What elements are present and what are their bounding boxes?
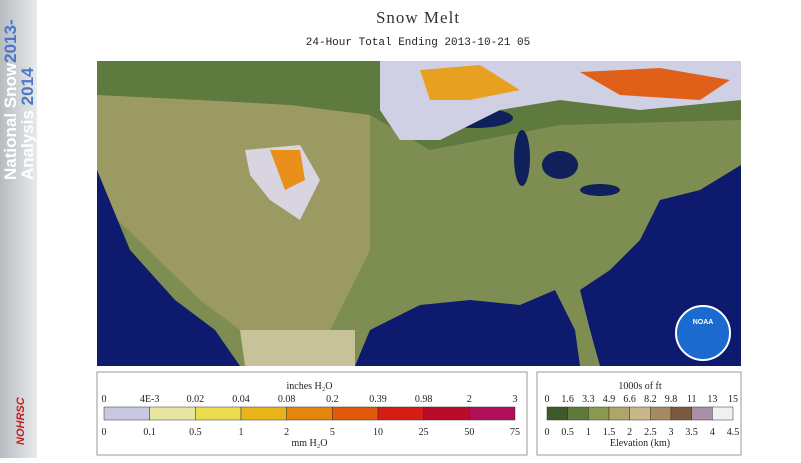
legend-top-label: 4.9 (603, 394, 616, 405)
legend-swatch (332, 406, 379, 421)
legend-top-label: 0.02 (187, 394, 205, 405)
legend-top-label: 0.04 (232, 394, 250, 405)
legend-top-label: 3 (513, 394, 518, 405)
legend-bottom-label: 1 (239, 427, 244, 438)
legend-top-label: 0.98 (415, 394, 433, 405)
lake (514, 130, 530, 186)
legend-swatch (469, 406, 516, 421)
legend-bottom-label: 4 (710, 427, 715, 438)
legend-top-label: 11 (687, 394, 697, 405)
legend-top-label: 0.08 (278, 394, 296, 405)
legend-unit: inches H₂O (287, 381, 333, 392)
legend-bottom-label: 5 (330, 427, 335, 438)
legend-bottom-label: 3 (669, 427, 674, 438)
pacific (97, 170, 240, 366)
lake (542, 151, 578, 179)
legend-bottom-label: 2.5 (644, 427, 657, 438)
legend-swatch (195, 406, 242, 421)
legend-top-label: 3.3 (582, 394, 595, 405)
legend-swatch (608, 406, 630, 421)
sidebar-years-top: 2013- (1, 19, 20, 62)
mexico (240, 330, 355, 366)
melt (270, 150, 305, 190)
legend-bottom-label: 0.1 (143, 427, 156, 438)
legend-bottom-label: 1.5 (603, 427, 616, 438)
legend-bottom-label: 2 (284, 427, 289, 438)
subtitle: 24-Hour Total Ending 2013-10-21 05 (306, 37, 530, 49)
map: NOAA (97, 61, 741, 366)
sidebar-line2: Analysis (18, 110, 37, 180)
legend-top-label: 6.6 (623, 394, 636, 405)
legend-swatch (286, 406, 333, 421)
sidebar-text: National Snow2013- (1, 19, 20, 180)
legend-bottom-label: 0.5 (189, 427, 202, 438)
noaa-logo (675, 305, 731, 361)
legend-swatch (650, 406, 672, 421)
legend-swatch (712, 406, 734, 421)
legend-bottom-label: 3.5 (685, 427, 698, 438)
sidebar-logo: NOHRSC (15, 396, 27, 445)
legends: inches H₂O 0 4E-3 0.02 0.04 0.08 0.2 0.39 0.98 2 3… (96, 371, 742, 456)
legend-bottom-label: 75 (510, 427, 520, 438)
legend-top-label: 9.8 (665, 394, 678, 405)
legend-top-label: 15 (728, 394, 738, 405)
legend-unit: Elevation (km) (610, 438, 670, 449)
legend-swatch (240, 406, 287, 421)
legend-bottom-label: 10 (373, 427, 383, 438)
legend-bottom-label: 0 (545, 427, 550, 438)
legend-swatch (588, 406, 610, 421)
sidebar-line1: National Snow (1, 62, 20, 180)
legend-bottom-label: 4.5 (727, 427, 740, 438)
sidebar-text: Analysis 2014 (18, 67, 37, 180)
legend-swatch (670, 406, 692, 421)
legend-swatch (691, 406, 713, 421)
legend-bottom-label: 50 (464, 427, 474, 438)
legend-top-label: 8.2 (644, 394, 657, 405)
noaa-text: NOAA (693, 319, 714, 326)
legend-swatch (629, 406, 651, 421)
legend-top-label: 4E-3 (140, 394, 159, 405)
legend-bottom-label: 1 (586, 427, 591, 438)
west-land (97, 61, 370, 330)
legend-top-label: 0.39 (369, 394, 387, 405)
legend-unit: 1000s of ft (618, 381, 662, 392)
title: Snow Melt (376, 8, 460, 27)
legend-bottom-label: 0 (102, 427, 107, 438)
legend-swatch (149, 406, 196, 421)
legend-unit: mm H₂O (292, 438, 328, 449)
legend-swatch (377, 406, 424, 421)
legend-top-label: 0.2 (326, 394, 339, 405)
legend-bottom-label: 25 (419, 427, 429, 438)
legend-swatch (423, 406, 470, 421)
legend-swatch (103, 406, 150, 421)
legend-top-label: 0 (102, 394, 107, 405)
sidebar (0, 0, 37, 458)
legend-top-label: 1.6 (561, 394, 574, 405)
melt (420, 65, 520, 100)
gulf (355, 290, 580, 366)
legend-top-label: 13 (707, 394, 717, 405)
legend-swatch (546, 406, 568, 421)
legend-top-label: 2 (467, 394, 472, 405)
melt (580, 68, 730, 100)
sidebar-years-bottom: 2014 (18, 67, 37, 105)
legend-bottom-label: 0.5 (561, 427, 574, 438)
lake (580, 184, 620, 196)
legend-top-label: 0 (545, 394, 550, 405)
legend-swatch (567, 406, 589, 421)
legend-bottom-label: 2 (627, 427, 632, 438)
